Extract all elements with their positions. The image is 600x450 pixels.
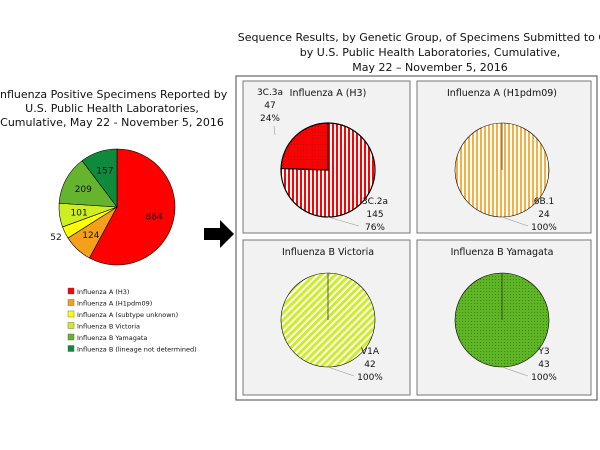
- subchart-title: Influenza B Yamagata: [451, 247, 554, 258]
- data-label-name: 3C.2a: [362, 197, 388, 207]
- leader-line: [501, 366, 529, 377]
- legend-swatch: [67, 299, 75, 306]
- data-label-value: 42: [364, 360, 375, 370]
- arrow-icon: [204, 220, 234, 248]
- subchart: Influenza A (H3) 3C.2a 145 76% 3C.3a 47 24%: [242, 80, 411, 234]
- legend: Influenza A (H3) Influenza A (H1pdm09) Inf…: [67, 287, 197, 354]
- data-label-name: Y3: [537, 347, 549, 357]
- data-label-name: 6B.1: [534, 197, 555, 207]
- slice-value-label: 157: [96, 167, 113, 177]
- legend-swatch: [67, 345, 75, 352]
- pie-slice: [81, 148, 118, 208]
- leader-line: [501, 216, 529, 227]
- right-title-line: May 22 – November 5, 2016: [352, 61, 507, 74]
- data-label-percent: 76%: [365, 223, 385, 233]
- legend-label: Influenza B Yamagata: [77, 334, 147, 342]
- subchart-title: Influenza A (H3): [290, 88, 367, 99]
- left-title-line: Cumulative, May 22 - November 5, 2016: [0, 116, 224, 129]
- data-label-percent: 100%: [531, 373, 557, 383]
- legend-swatch: [67, 333, 75, 341]
- data-label-value: 145: [366, 210, 383, 220]
- right-title: Sequence Results, by Genetic Group, of S…: [238, 31, 600, 74]
- subchart: Influenza B Victoria V1A 42 100%: [242, 239, 411, 396]
- data-label-name: 3C.3a: [257, 88, 283, 98]
- legend-swatch: [67, 322, 75, 329]
- slice-value-label: 124: [82, 231, 99, 241]
- left-title-line: U.S. Public Health Laboratories,: [25, 102, 199, 115]
- data-label-percent: 100%: [357, 373, 383, 383]
- leader-line: [273, 125, 276, 136]
- data-label-percent: 24%: [260, 114, 280, 124]
- left-title-line: Influenza Positive Specimens Reported by: [0, 88, 228, 101]
- legend-label: Influenza A (subtype unknown): [77, 311, 178, 319]
- left-title: Influenza Positive Specimens Reported by…: [0, 88, 228, 129]
- leader-line: [327, 366, 355, 377]
- slice-value-label: 101: [71, 208, 88, 218]
- right-title-line: by U.S. Public Health Laboratories, Cumu…: [300, 46, 560, 59]
- legend-label: Influenza A (H1pdm09): [77, 300, 152, 308]
- right-title-line: Sequence Results, by Genetic Group, of S…: [238, 31, 600, 44]
- subchart: Influenza A (H1pdm09) 6B.1 24 100%: [416, 80, 592, 234]
- slice-value-label: 884: [146, 212, 163, 222]
- pie-slice: [88, 148, 176, 266]
- legend-label: Influenza B (lineage not determined): [77, 346, 197, 354]
- leader-line: [327, 216, 360, 227]
- legend-label: Influenza B Victoria: [77, 323, 140, 331]
- legend-label: Influenza A (H3): [77, 288, 129, 296]
- data-label-value: 24: [538, 210, 550, 220]
- legend-swatch: [67, 310, 75, 318]
- data-label-percent: 100%: [531, 223, 557, 233]
- data-label-value: 47: [264, 101, 275, 111]
- slice-value-label: 209: [75, 185, 92, 195]
- subchart-title: Influenza B Victoria: [282, 247, 374, 258]
- data-label-value: 43: [538, 360, 549, 370]
- legend-swatch: [67, 287, 75, 295]
- subchart-title: Influenza A (H1pdm09): [447, 88, 557, 99]
- data-label-name: V1A: [361, 347, 380, 357]
- left-pie: 884 124 52 101 209 157: [50, 148, 176, 266]
- subchart: Influenza B Yamagata Y3 43 100%: [416, 239, 592, 396]
- pie-slice: [280, 122, 329, 171]
- pie-slice: [280, 122, 376, 218]
- slice-value-label: 52: [50, 233, 61, 243]
